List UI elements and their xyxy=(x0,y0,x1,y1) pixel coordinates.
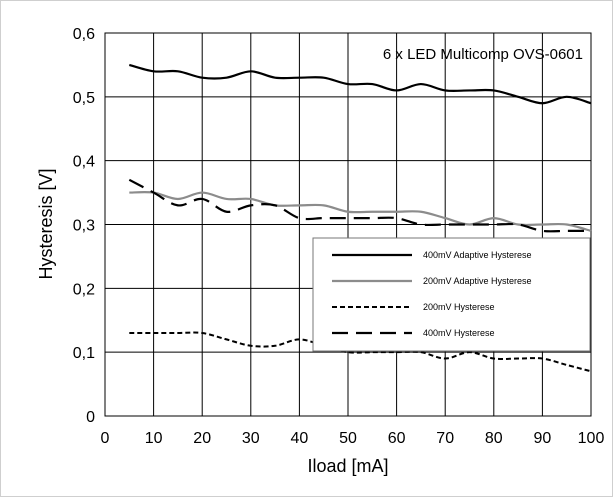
y-tick-label: 0,6 xyxy=(73,26,95,43)
x-tick-labels: 0 10 20 30 40 50 60 70 80 90 100 xyxy=(101,430,605,447)
x-tick-label: 80 xyxy=(485,430,503,447)
x-tick-label: 70 xyxy=(436,430,454,447)
y-tick-label: 0,2 xyxy=(73,281,95,298)
y-tick-label: 0 xyxy=(86,409,95,426)
legend-label: 200mV Adaptive Hysterese xyxy=(423,276,532,286)
legend: 400mV Adaptive Hysterese 200mV Adaptive H… xyxy=(312,237,591,352)
x-tick-label: 60 xyxy=(388,430,406,447)
y-tick-label: 0,5 xyxy=(73,90,95,107)
x-tick-label: 20 xyxy=(193,430,211,447)
series-line-0 xyxy=(129,63,592,105)
legend-label: 400mV Hysterese xyxy=(423,328,495,338)
x-tick-label: 90 xyxy=(534,430,552,447)
y-tick-labels: 0 0,1 0,2 0,3 0,4 0,5 0,6 xyxy=(73,26,95,426)
legend-label: 200mV Hysterese xyxy=(423,302,495,312)
grid xyxy=(105,33,591,416)
x-tick-label: 0 xyxy=(101,430,110,447)
y-axis-label: Hysteresis [V] xyxy=(36,168,56,279)
y-tick-label: 0,4 xyxy=(73,154,95,171)
x-tick-label: 30 xyxy=(242,430,260,447)
series-line-2 xyxy=(129,331,592,373)
x-tick-label: 40 xyxy=(291,430,309,447)
series-lines xyxy=(128,63,592,373)
x-tick-label: 10 xyxy=(145,430,163,447)
x-tick-label: 100 xyxy=(578,430,605,447)
chart-annotation: 6 x LED Multicomp OVS-0601 xyxy=(383,46,583,63)
series-line-3 xyxy=(128,178,591,233)
x-axis-label: Iload [mA] xyxy=(307,456,388,476)
series-line-1 xyxy=(129,191,592,232)
y-tick-label: 0,1 xyxy=(73,345,95,362)
x-tick-label: 50 xyxy=(339,430,357,447)
y-tick-label: 0,3 xyxy=(73,218,95,235)
legend-label: 400mV Adaptive Hysterese xyxy=(423,250,532,260)
